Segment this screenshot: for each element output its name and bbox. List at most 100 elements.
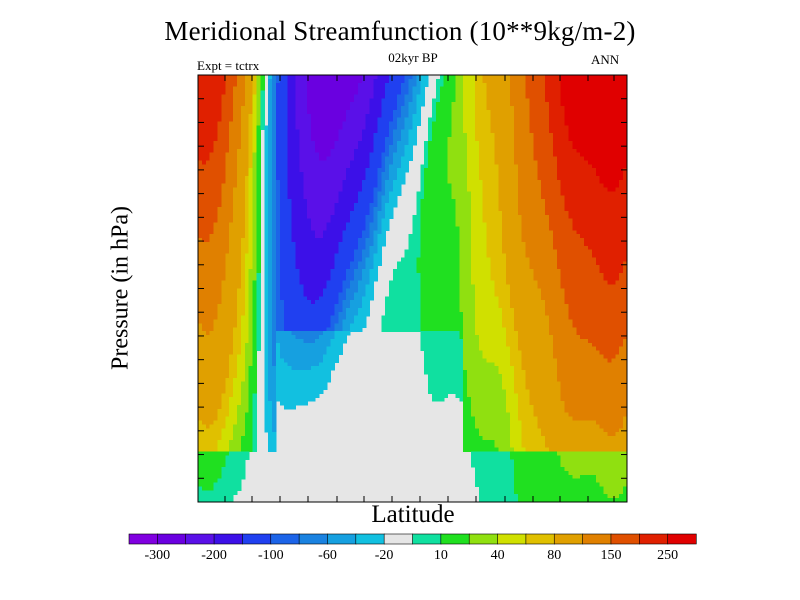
field-cell [248, 140, 254, 146]
field-cell [588, 241, 593, 247]
field-cell [611, 191, 616, 196]
field-cell [556, 168, 562, 173]
field-cell [595, 210, 601, 216]
field-cell [447, 109, 453, 115]
field-cell [299, 222, 304, 227]
field-cell [474, 230, 480, 235]
field-cell [537, 214, 542, 220]
field-cell [599, 140, 605, 146]
field-cell [521, 86, 527, 92]
field-cell [474, 117, 480, 123]
field-cell [463, 129, 468, 134]
field-cell [276, 148, 281, 154]
field-cell [350, 109, 355, 115]
field-cell [338, 226, 343, 231]
field-cell [295, 234, 300, 239]
field-cell [205, 90, 211, 96]
field-cell [338, 214, 343, 220]
field-cell [599, 195, 605, 200]
field-cell [256, 218, 261, 224]
field-cell [283, 218, 289, 224]
field-cell [556, 133, 562, 138]
field-cell [342, 129, 347, 134]
field-cell [486, 78, 492, 84]
field-cell [459, 245, 464, 251]
field-cell [506, 98, 511, 103]
field-cell [361, 148, 367, 154]
field-cell [361, 172, 367, 177]
field-cell [490, 140, 495, 146]
field-cell [525, 183, 531, 189]
field-cell [279, 168, 285, 173]
field-cell [435, 183, 441, 189]
field-cell [330, 210, 336, 216]
field-cell [299, 249, 304, 255]
field-cell [303, 249, 308, 255]
field-cell [381, 133, 386, 138]
field-cell [373, 156, 378, 161]
field-cell [389, 168, 394, 173]
field-cell [599, 106, 605, 111]
field-cell [279, 238, 285, 243]
field-cell [513, 137, 519, 142]
field-cell [506, 156, 511, 161]
field-cell [443, 156, 449, 161]
field-cell [217, 106, 222, 111]
field-cell [459, 137, 464, 142]
field-cell [537, 245, 542, 251]
field-cell [603, 195, 609, 200]
field-cell [400, 90, 406, 96]
field-cell [295, 90, 300, 96]
field-cell [315, 214, 320, 220]
field-cell [478, 75, 484, 80]
field-cell [615, 102, 620, 107]
field-cell [315, 249, 320, 255]
field-cell [564, 168, 570, 173]
field-cell [513, 206, 519, 212]
field-cell [252, 179, 258, 185]
field-cell [357, 245, 363, 251]
field-cell [588, 133, 593, 138]
field-cell [533, 148, 538, 154]
field-cell [510, 148, 515, 154]
field-cell [451, 226, 456, 231]
field-cell [225, 253, 230, 259]
field-cell [272, 121, 277, 127]
field-cell [385, 90, 390, 96]
field-cell [580, 148, 585, 154]
field-cell [303, 214, 308, 220]
field-cell [373, 121, 378, 127]
field-cell [424, 238, 429, 243]
field-cell [599, 144, 605, 150]
field-cell [541, 226, 546, 231]
field-cell [291, 125, 297, 130]
field-cell [611, 94, 616, 99]
field-cell [217, 102, 222, 107]
field-cell [463, 156, 468, 161]
field-cell [463, 121, 468, 127]
field-cell [494, 106, 499, 111]
field-cell [451, 152, 456, 158]
field-cell [498, 179, 503, 185]
field-cell [494, 214, 499, 220]
field-cell [256, 203, 261, 208]
field-cell [595, 94, 601, 99]
field-cell [338, 113, 343, 119]
field-cell [435, 152, 441, 158]
field-cell [396, 152, 402, 158]
field-cell [205, 129, 211, 134]
field-cell [428, 125, 433, 130]
field-cell [549, 121, 554, 127]
field-cell [549, 234, 554, 239]
field-cell [365, 90, 371, 96]
field-cell [385, 102, 390, 107]
field-cell [217, 133, 222, 138]
field-cell [377, 78, 382, 84]
field-cell [506, 86, 511, 92]
field-cell [229, 94, 234, 99]
field-cell [471, 253, 476, 259]
field-cell [237, 160, 242, 165]
field-cell [490, 183, 495, 189]
field-cell [560, 238, 566, 243]
field-cell [240, 187, 246, 193]
